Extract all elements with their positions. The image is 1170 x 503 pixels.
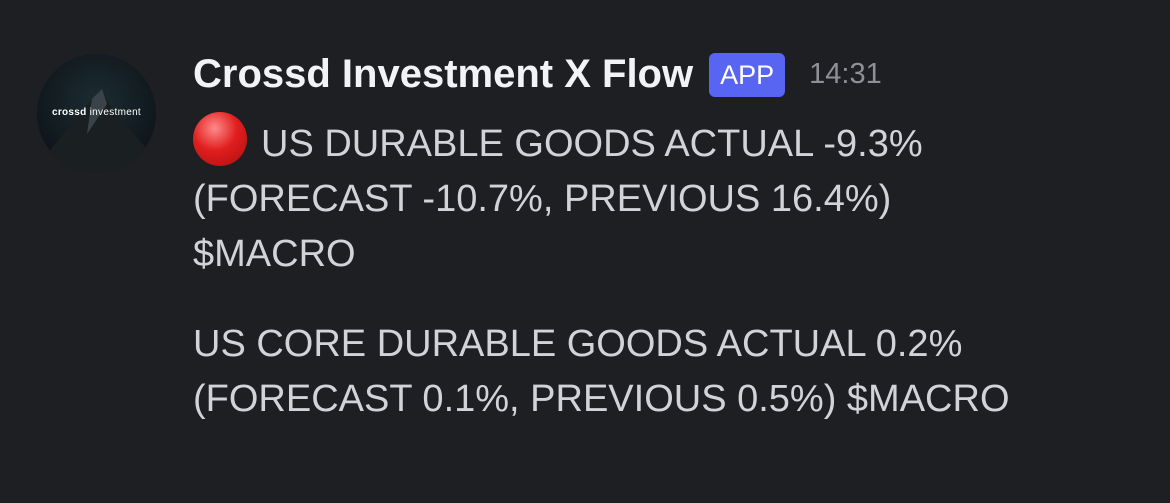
timestamp[interactable]: 14:31 bbox=[809, 58, 882, 90]
avatar-logo: crossd investment bbox=[51, 107, 142, 118]
message-text: US DURABLE GOODS ACTUAL -9.3% (FORECAST … bbox=[193, 112, 1153, 282]
mountain-image bbox=[47, 89, 147, 173]
app-badge: APP bbox=[709, 52, 786, 97]
avatar[interactable]: crossd investment bbox=[37, 54, 156, 173]
message-text: US CORE DURABLE GOODS ACTUAL 0.2% (FOREC… bbox=[193, 323, 1010, 420]
author-name[interactable]: Crossd Investment X Flow bbox=[193, 52, 694, 96]
red-circle-icon bbox=[193, 112, 247, 166]
message-header: Crossd Investment X Flow APP 14:31 bbox=[193, 52, 882, 97]
